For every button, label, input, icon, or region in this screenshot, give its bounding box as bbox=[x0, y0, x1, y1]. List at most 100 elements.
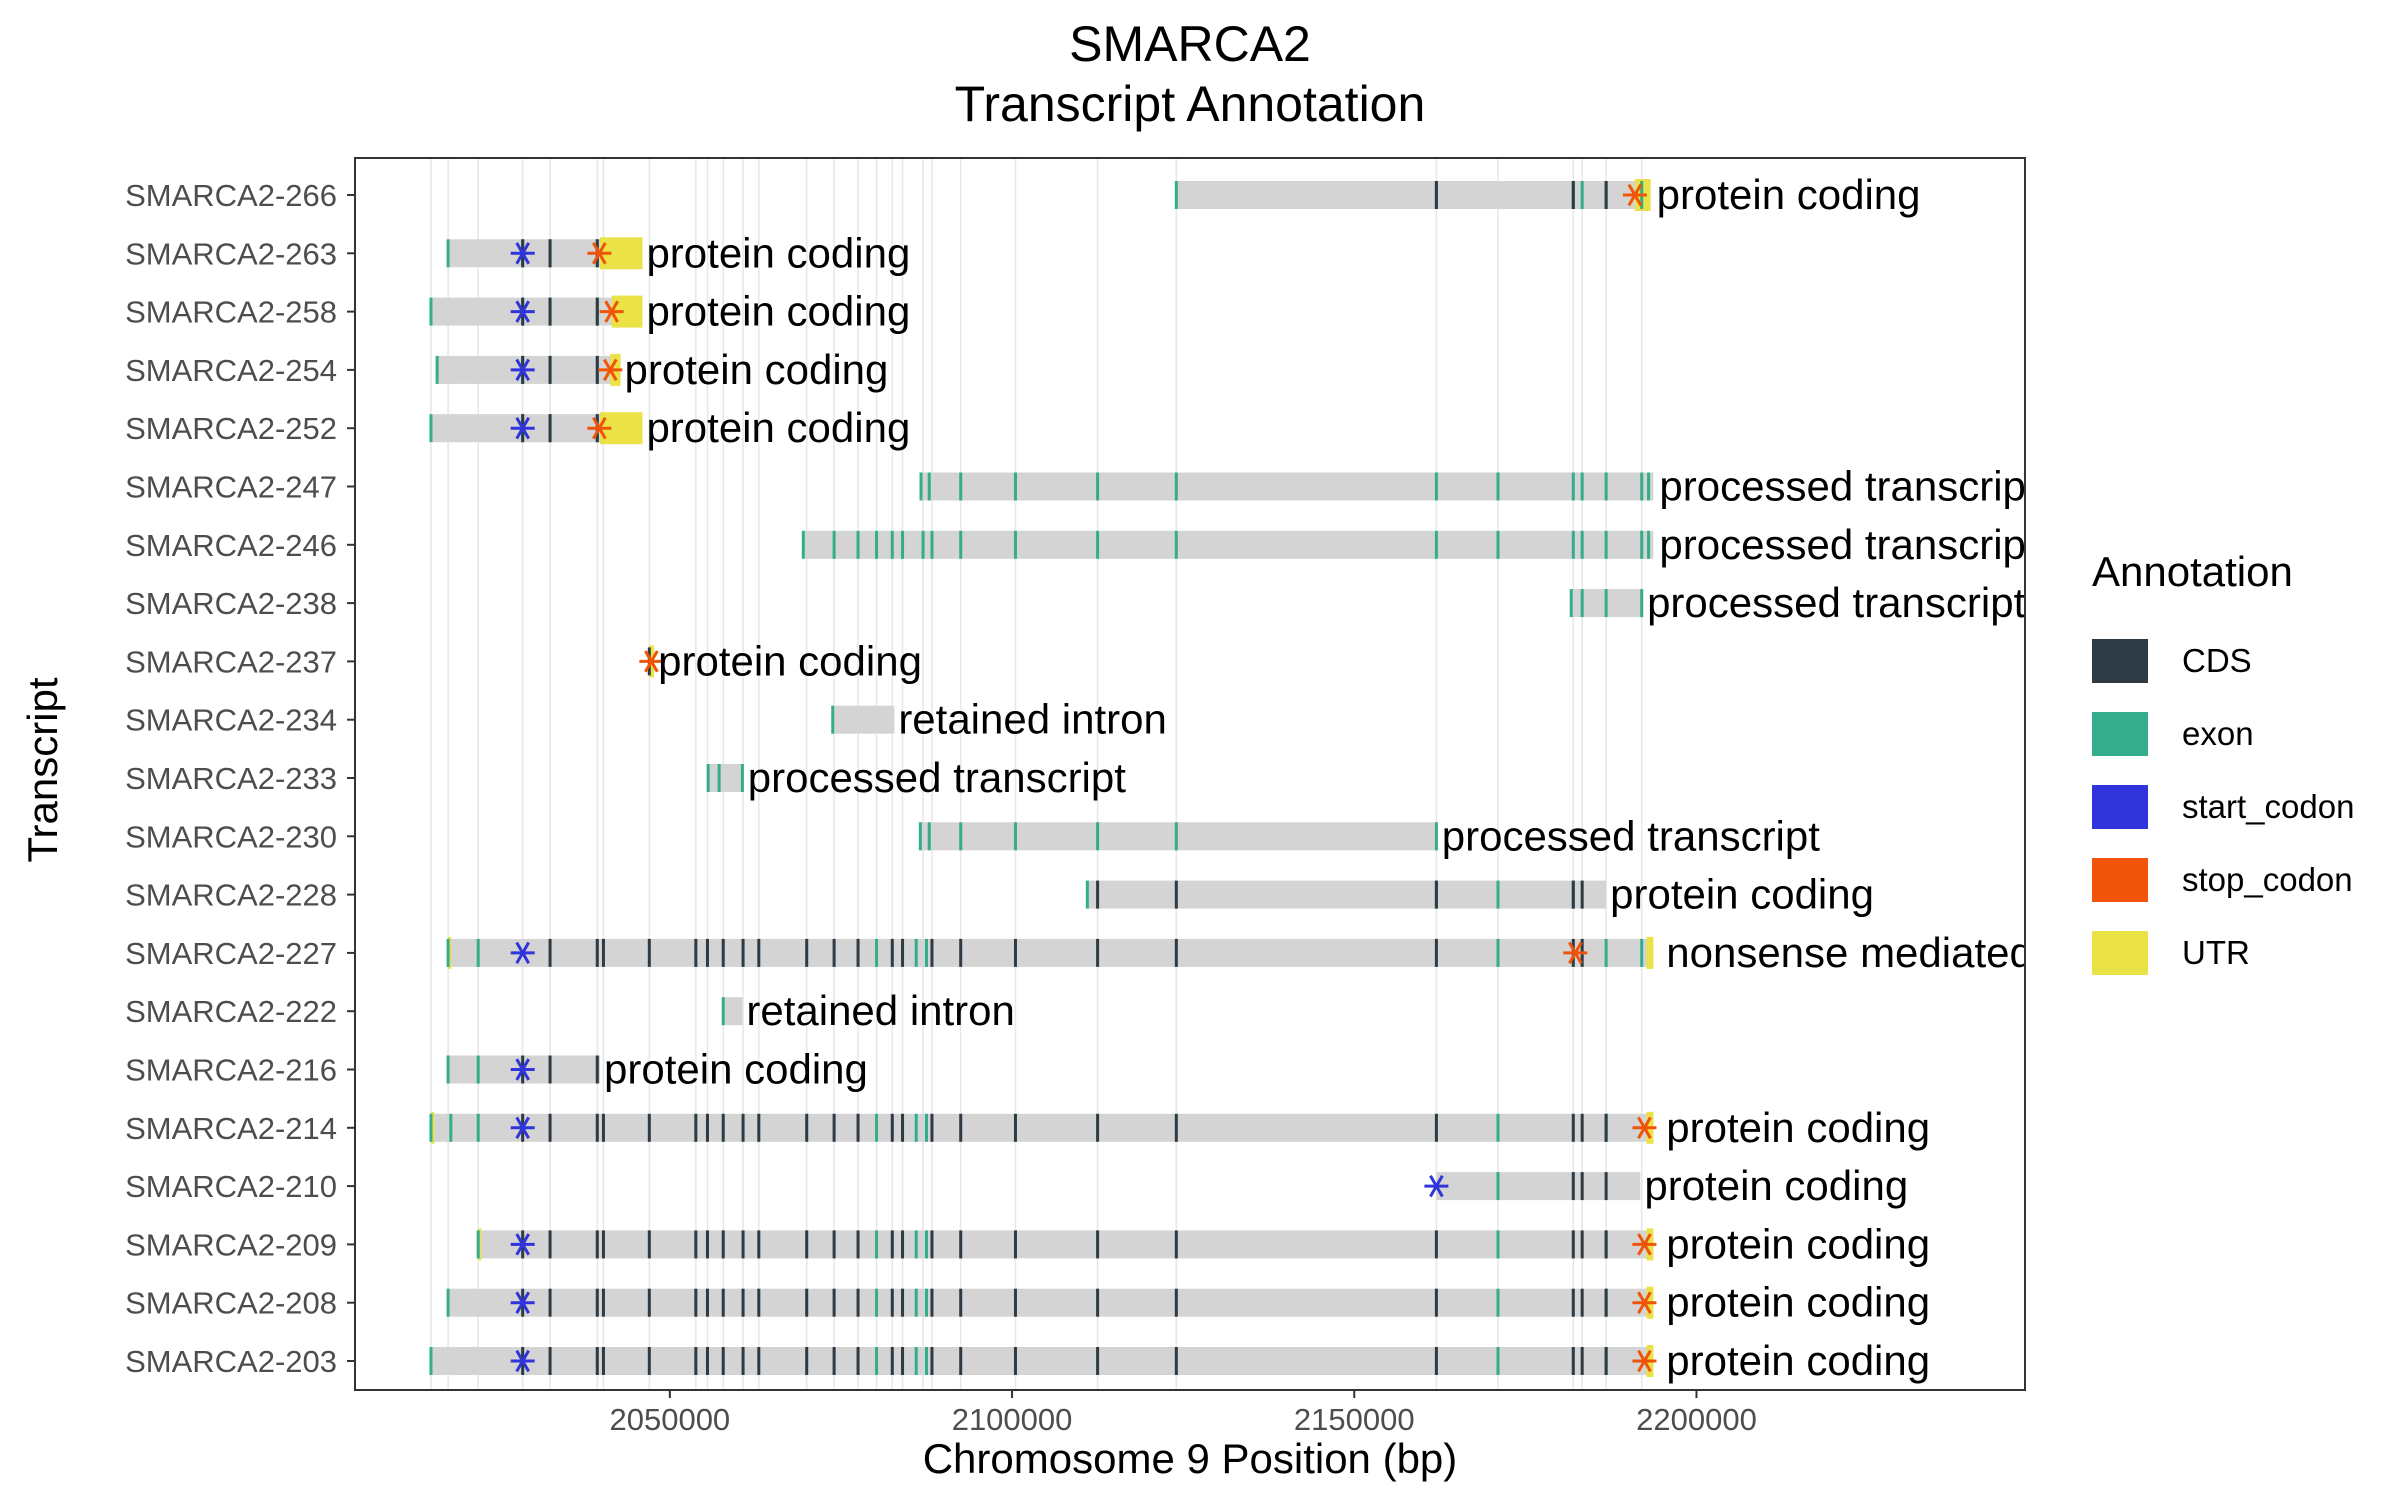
exon-mark bbox=[831, 705, 835, 734]
cds-mark bbox=[1174, 1113, 1178, 1142]
cds-mark bbox=[805, 1347, 809, 1375]
legend-item-start-codon: start_codon bbox=[2092, 770, 2392, 843]
cds-mark bbox=[856, 1347, 860, 1375]
exon-mark bbox=[924, 1230, 928, 1259]
cds-mark bbox=[1096, 938, 1100, 967]
transcript-bar bbox=[1087, 880, 1607, 909]
exon-mark bbox=[1496, 472, 1500, 501]
cds-mark bbox=[832, 1347, 836, 1375]
exon-mark bbox=[890, 530, 894, 559]
cds-mark bbox=[1571, 1288, 1575, 1317]
cds-mark bbox=[595, 1113, 599, 1142]
legend-key-utr bbox=[2092, 930, 2148, 975]
y-tick-label: SMARCA2-266 bbox=[125, 178, 337, 213]
y-tick-label: SMARCA2-237 bbox=[125, 644, 337, 679]
x-tick-label: 2150000 bbox=[1294, 1402, 1415, 1437]
cds-mark bbox=[595, 297, 599, 326]
legend-item-utr: UTR bbox=[2092, 916, 2392, 989]
start-codon-mark bbox=[510, 1291, 535, 1314]
stop-codon-mark bbox=[639, 650, 664, 673]
cds-mark bbox=[1604, 181, 1608, 209]
exon-mark bbox=[927, 472, 931, 501]
exon-mark bbox=[1434, 822, 1438, 851]
cds-mark bbox=[1571, 1113, 1575, 1142]
exon-mark bbox=[476, 938, 480, 967]
exon-mark bbox=[1496, 530, 1500, 559]
exon-mark bbox=[875, 1230, 879, 1259]
transcript-bar bbox=[478, 1230, 1654, 1259]
cds-mark bbox=[647, 938, 651, 967]
cds-mark bbox=[721, 1230, 725, 1259]
transcript-bar bbox=[430, 1347, 1654, 1375]
y-tick-label: SMARCA2-214 bbox=[125, 1111, 337, 1146]
biotype-label: protein coding bbox=[604, 1046, 868, 1093]
exon-mark bbox=[449, 1113, 453, 1142]
transcript-bar bbox=[921, 472, 1654, 501]
start-codon-mark bbox=[510, 300, 535, 323]
y-tick-label: SMARCA2-263 bbox=[125, 236, 337, 271]
cds-mark bbox=[1580, 1347, 1584, 1375]
biotype-label: processed transcript bbox=[1659, 521, 2037, 568]
cds-mark bbox=[548, 239, 552, 268]
legend-key-exon bbox=[2092, 711, 2148, 756]
cds-mark bbox=[694, 1230, 698, 1259]
cds-mark bbox=[705, 938, 709, 967]
cds-mark bbox=[1580, 880, 1584, 909]
transcript-bar bbox=[920, 822, 1438, 851]
cds-mark bbox=[890, 1288, 894, 1317]
exon-mark bbox=[446, 938, 450, 967]
cds-mark bbox=[1096, 1347, 1100, 1375]
exon-mark bbox=[1647, 472, 1651, 501]
y-tick-label: SMARCA2-238 bbox=[125, 586, 337, 621]
cds-mark bbox=[1604, 1288, 1608, 1317]
cds-mark bbox=[721, 1288, 725, 1317]
cds-mark bbox=[1013, 938, 1017, 967]
cds-mark bbox=[805, 1230, 809, 1259]
start-codon-mark bbox=[510, 1058, 535, 1081]
exon-mark bbox=[959, 472, 963, 501]
cds-mark bbox=[1013, 1230, 1017, 1259]
cds-mark bbox=[930, 1230, 934, 1259]
exon-mark bbox=[1174, 472, 1178, 501]
cds-mark bbox=[1434, 880, 1438, 909]
transcript-bar bbox=[430, 1113, 1654, 1142]
exon-mark bbox=[1580, 181, 1584, 209]
exon-mark bbox=[1496, 880, 1500, 909]
cds-mark bbox=[959, 1113, 963, 1142]
cds-mark bbox=[647, 1347, 651, 1375]
cds-mark bbox=[548, 355, 552, 384]
exon-mark bbox=[446, 1055, 450, 1084]
biotype-label: processed transcript bbox=[748, 754, 1126, 801]
cds-mark bbox=[1013, 1288, 1017, 1317]
legend-label-stop-codon: stop_codon bbox=[2182, 860, 2353, 898]
exon-mark bbox=[429, 1347, 433, 1375]
cds-mark bbox=[856, 1288, 860, 1317]
y-tick-label: SMARCA2-234 bbox=[125, 703, 337, 738]
cds-mark bbox=[694, 938, 698, 967]
cds-mark bbox=[705, 1113, 709, 1142]
cds-mark bbox=[595, 938, 599, 967]
y-tick-label: SMARCA2-254 bbox=[125, 353, 337, 388]
utr-block bbox=[430, 1111, 435, 1144]
cds-mark bbox=[1604, 1230, 1608, 1259]
legend-label-utr: UTR bbox=[2182, 933, 2250, 971]
cds-mark bbox=[832, 1288, 836, 1317]
stop-codon-mark bbox=[587, 417, 612, 440]
cds-mark bbox=[901, 1347, 905, 1375]
y-tick-label: SMARCA2-230 bbox=[125, 819, 337, 854]
exon-mark bbox=[914, 1230, 918, 1259]
cds-mark bbox=[601, 1113, 605, 1142]
cds-mark bbox=[1174, 1230, 1178, 1259]
cds-mark bbox=[1096, 1230, 1100, 1259]
cds-mark bbox=[805, 938, 809, 967]
exon-mark bbox=[429, 297, 433, 326]
cds-mark bbox=[548, 1288, 552, 1317]
cds-mark bbox=[1174, 938, 1178, 967]
transcript-bar bbox=[448, 1288, 1654, 1317]
exon-mark bbox=[476, 1113, 480, 1142]
exon-mark bbox=[959, 822, 963, 851]
cds-mark bbox=[601, 1230, 605, 1259]
biotype-label: protein coding bbox=[1657, 171, 1921, 218]
start-codon-mark bbox=[510, 417, 535, 440]
legend-item-exon: exon bbox=[2092, 697, 2392, 770]
